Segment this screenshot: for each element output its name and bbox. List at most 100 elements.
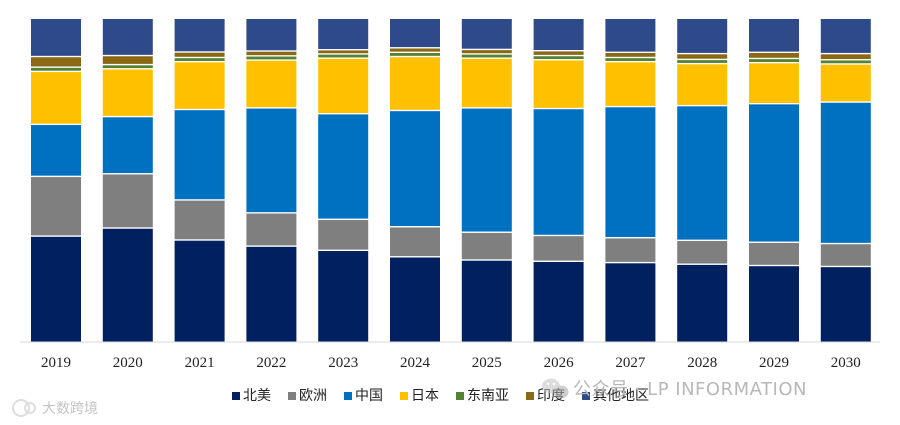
bar-segment-2024-日本 [390,57,440,110]
bar-segment-2022-印度 [246,51,297,56]
wechat-icon [542,378,569,399]
bar-segment-2030-北美 [820,267,871,342]
x-tick-label-2020: 2020 [113,355,143,371]
bar-segment-2023-印度 [318,50,369,54]
bar-segment-2021-日本 [174,62,225,109]
bar-segment-2029-其他地区 [749,19,799,52]
bar-segment-2022-其他地区 [246,19,297,51]
legend-swatch-东南亚 [456,392,464,400]
bar-segment-2025-印度 [461,50,512,54]
bar-segment-2030-东南亚 [820,60,871,64]
bar-segment-2027-印度 [605,53,656,57]
bar-segment-2023-东南亚 [318,54,369,58]
brand-watermark-text: 大数跨境 [42,401,98,417]
bar-segment-2020-东南亚 [102,65,153,69]
legend-label-欧洲: 欧洲 [299,388,327,404]
bar-segment-2024-其他地区 [390,19,440,48]
legend-swatch-日本 [400,392,408,400]
bar-segment-2024-北美 [390,257,440,342]
bar-segment-2025-日本 [461,58,512,108]
bar-segment-2021-中国 [174,110,225,200]
bar-segment-2024-印度 [390,48,440,52]
bar-segment-2019-中国 [31,125,81,176]
brand-logo-icon [12,399,36,417]
bar-segment-2027-北美 [605,263,656,342]
x-tick-labels: 2019 2020 2021 2022 2023 2024 2025 2026 2027 2028… [41,355,861,371]
legend-item-日本: 日本 [400,388,439,404]
bar-segment-2024-东南亚 [390,53,440,56]
x-tick-label-2021: 2021 [185,355,215,371]
bar-segment-2023-日本 [318,58,369,113]
wechat-watermark: 公众号 · LP INFORMATION [542,378,807,400]
bar-segment-2025-欧洲 [461,232,512,260]
bar-segment-2029-中国 [749,104,799,242]
x-tick-label-2023: 2023 [328,355,358,371]
legend-item-其他地区: 其他地区 [582,388,649,404]
x-tick-label-2025: 2025 [472,355,502,371]
bar-segment-2023-北美 [318,251,369,342]
x-tick-label-2029: 2029 [759,355,789,371]
legend-swatch-北美 [232,392,240,400]
bar-segment-2028-中国 [677,106,728,240]
bar-segment-2020-欧洲 [102,174,153,228]
bar-segment-2026-东南亚 [533,56,584,60]
bar-segment-2025-其他地区 [461,19,512,49]
legend-item-欧洲: 欧洲 [288,388,327,404]
legend-item-北美: 北美 [232,388,271,404]
bar-segment-2025-北美 [461,260,512,342]
bar-segment-2019-印度 [31,57,81,67]
bar-segment-2019-欧洲 [31,177,81,236]
bar-segment-2026-中国 [533,109,584,235]
bar-segment-2021-北美 [174,240,225,342]
x-tick-label-2027: 2027 [615,355,646,371]
wechat-watermark-text: 公众号 · LP INFORMATION [573,379,807,400]
bar-segment-2028-印度 [677,54,728,59]
bar-segment-2027-日本 [605,62,656,106]
bar-segment-2026-欧洲 [533,236,584,261]
bar-segment-2030-印度 [820,54,871,60]
legend-label-中国: 中国 [355,388,383,404]
bar-segment-2019-东南亚 [31,67,81,71]
bar-segment-2022-欧洲 [246,213,297,246]
bar-segment-2019-日本 [31,72,81,124]
bar-segment-2025-中国 [461,108,512,232]
legend-label-北美: 北美 [243,388,271,404]
bar-segment-2028-欧洲 [677,241,728,264]
bar-segment-2028-日本 [677,64,728,105]
x-tick-label-2019: 2019 [41,355,71,371]
bar-segment-2023-欧洲 [318,220,369,250]
legend-swatch-欧洲 [288,392,296,400]
legend-swatch-中国 [344,392,352,400]
legend-label-日本: 日本 [411,388,439,404]
bar-segment-2026-日本 [533,60,584,108]
bar-segment-2020-中国 [102,117,153,174]
legend-item-中国: 中国 [344,388,383,404]
bar-segment-2020-其他地区 [102,19,153,55]
bar-segment-2026-北美 [533,262,584,342]
bar-segment-2026-其他地区 [533,19,584,51]
bars-layer [31,19,871,342]
x-tick-label-2030: 2030 [831,355,861,371]
bar-segment-2022-日本 [246,60,297,108]
x-tick-label-2024: 2024 [400,355,431,371]
bar-segment-2030-中国 [820,102,871,243]
bar-segment-2021-印度 [174,52,225,57]
bar-segment-2024-欧洲 [390,227,440,257]
legend-swatch-其他地区 [582,392,590,400]
bar-segment-2019-其他地区 [31,19,81,56]
bar-segment-2020-北美 [102,228,153,342]
bar-segment-2023-其他地区 [318,19,369,50]
legend: 北美 欧洲 中国 日本 东南亚 印度 其他地区 [232,388,649,404]
bar-segment-2023-中国 [318,114,369,219]
legend-label-其他地区: 其他地区 [593,388,649,404]
bar-segment-2029-日本 [749,63,799,103]
bar-segment-2025-东南亚 [461,54,512,58]
bar-segment-2022-东南亚 [246,56,297,60]
x-tick-label-2022: 2022 [256,355,286,371]
bar-segment-2021-欧洲 [174,200,225,240]
brand-watermark: 大数跨境 [12,399,98,417]
x-tick-label-2026: 2026 [544,355,575,371]
bar-segment-2028-东南亚 [677,60,728,63]
bar-segment-2022-北美 [246,246,297,342]
